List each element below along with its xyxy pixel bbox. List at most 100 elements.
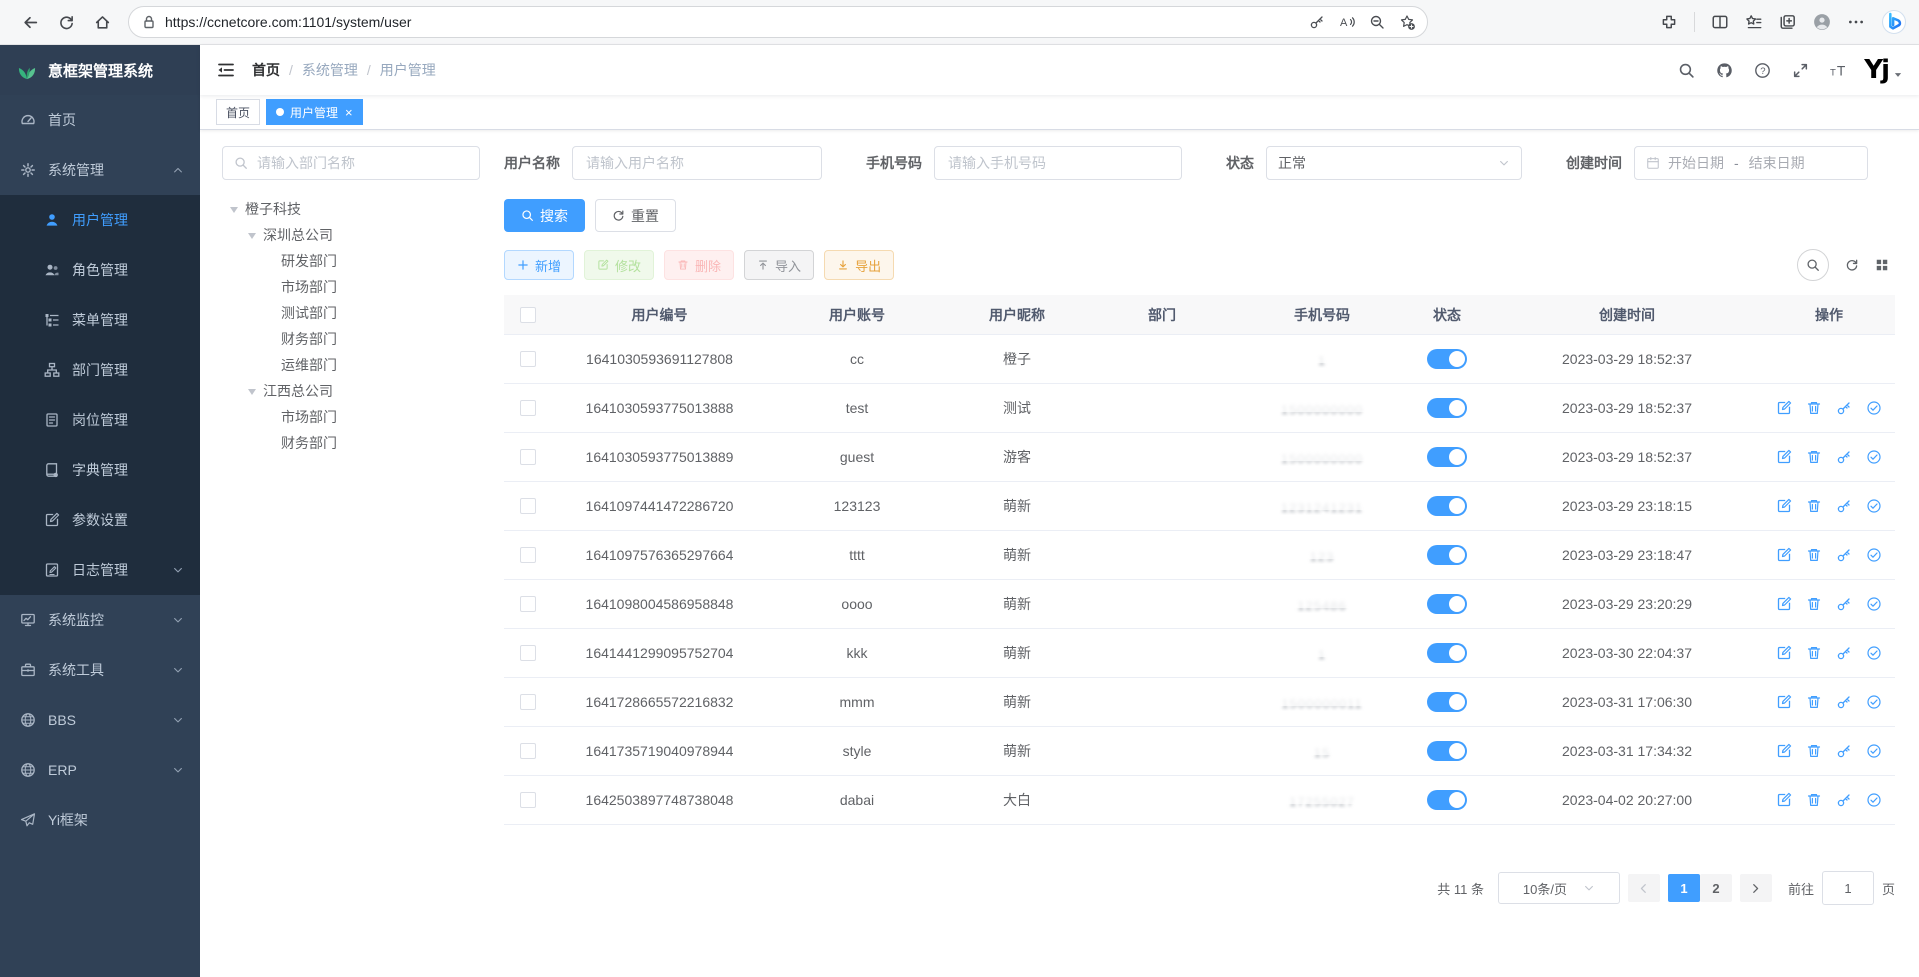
check-circle-icon[interactable]: [1866, 645, 1882, 661]
status-toggle[interactable]: [1427, 545, 1467, 565]
refresh-button[interactable]: [48, 5, 84, 39]
tree-node-财务部门[interactable]: 财务部门: [222, 326, 480, 352]
delete-icon[interactable]: [1806, 792, 1822, 808]
sidebar-item-BBS[interactable]: BBS: [0, 695, 200, 745]
edit-icon[interactable]: [1776, 694, 1792, 710]
row-checkbox[interactable]: [520, 498, 536, 514]
page-button-1[interactable]: 1: [1667, 874, 1700, 902]
edit-icon[interactable]: [1776, 400, 1792, 416]
status-toggle[interactable]: [1427, 447, 1467, 467]
lock-icon[interactable]: [141, 14, 157, 30]
row-checkbox[interactable]: [520, 400, 536, 416]
home-button[interactable]: [84, 5, 120, 39]
sidebar-item-部门管理[interactable]: 部门管理: [0, 345, 200, 395]
goto-page-input[interactable]: [1821, 871, 1874, 905]
profile-avatar-icon[interactable]: [1813, 13, 1831, 31]
row-checkbox[interactable]: [520, 694, 536, 710]
status-toggle[interactable]: [1427, 741, 1467, 761]
zoom-out-icon[interactable]: [1369, 14, 1385, 30]
delete-icon[interactable]: [1806, 547, 1822, 563]
sidebar-item-日志管理[interactable]: 日志管理: [0, 545, 200, 595]
import-button[interactable]: 导入: [744, 250, 815, 280]
star-plus-icon[interactable]: [1399, 14, 1415, 30]
sidebar-item-字典管理[interactable]: 字典管理: [0, 445, 200, 495]
status-toggle[interactable]: [1427, 349, 1467, 369]
prev-page-button[interactable]: [1627, 874, 1660, 902]
add-button[interactable]: 新增: [504, 250, 575, 280]
sidebar-item-用户管理[interactable]: 用户管理: [0, 195, 200, 245]
next-page-button[interactable]: [1739, 874, 1772, 902]
row-checkbox[interactable]: [520, 449, 536, 465]
sidebar-item-参数设置[interactable]: 参数设置: [0, 495, 200, 545]
close-icon[interactable]: ×: [345, 104, 353, 120]
key-icon[interactable]: [1836, 694, 1852, 710]
check-circle-icon[interactable]: [1866, 694, 1882, 710]
delete-icon[interactable]: [1806, 596, 1822, 612]
row-checkbox[interactable]: [520, 792, 536, 808]
sidebar-item-首页[interactable]: 首页: [0, 95, 200, 145]
read-aloud-icon[interactable]: A: [1339, 14, 1355, 30]
check-circle-icon[interactable]: [1866, 743, 1882, 759]
phone-input[interactable]: [946, 154, 1170, 172]
sidebar-item-系统工具[interactable]: 系统工具: [0, 645, 200, 695]
page-button-2[interactable]: 2: [1699, 874, 1732, 902]
delete-icon[interactable]: [1806, 400, 1822, 416]
search-button[interactable]: [1670, 54, 1702, 86]
help-button[interactable]: ?: [1746, 54, 1778, 86]
edit-icon[interactable]: [1776, 498, 1792, 514]
sidebar-item-系统管理[interactable]: 系统管理: [0, 145, 200, 195]
tree-node-市场部门[interactable]: 市场部门: [222, 404, 480, 430]
check-circle-icon[interactable]: [1866, 547, 1882, 563]
sidebar-item-角色管理[interactable]: 角色管理: [0, 245, 200, 295]
breadcrumb-item[interactable]: 首页: [252, 62, 280, 78]
refresh-table-button[interactable]: [1845, 258, 1859, 272]
export-button[interactable]: 导出: [824, 250, 895, 280]
favorites-icon[interactable]: [1745, 13, 1763, 31]
page-size-select[interactable]: 10条/页: [1497, 872, 1620, 904]
delete-icon[interactable]: [1806, 498, 1822, 514]
hamburger-icon[interactable]: [216, 60, 236, 80]
tree-node-橙子科技[interactable]: 橙子科技: [222, 196, 480, 222]
status-toggle[interactable]: [1427, 692, 1467, 712]
sidebar-item-Yi框架[interactable]: Yi框架: [0, 795, 200, 845]
check-circle-icon[interactable]: [1866, 449, 1882, 465]
toggle-search-button[interactable]: [1797, 249, 1829, 281]
sidebar-item-系统监控[interactable]: 系统监控: [0, 595, 200, 645]
edit-icon[interactable]: [1776, 743, 1792, 759]
tree-node-江西总公司[interactable]: 江西总公司: [222, 378, 480, 404]
address-bar[interactable]: https://ccnetcore.com:1101/system/user A: [128, 6, 1428, 38]
tree-node-研发部门[interactable]: 研发部门: [222, 248, 480, 274]
tree-node-深圳总公司[interactable]: 深圳总公司: [222, 222, 480, 248]
fullscreen-button[interactable]: [1784, 54, 1816, 86]
key-icon[interactable]: [1836, 449, 1852, 465]
delete-icon[interactable]: [1806, 645, 1822, 661]
key-icon[interactable]: [1836, 792, 1852, 808]
tab-用户管理[interactable]: 用户管理 ×: [266, 99, 363, 125]
tree-node-运维部门[interactable]: 运维部门: [222, 352, 480, 378]
key-icon[interactable]: [1836, 596, 1852, 612]
tab-首页[interactable]: 首页: [216, 99, 261, 125]
split-screen-icon[interactable]: [1711, 13, 1729, 31]
status-toggle[interactable]: [1427, 643, 1467, 663]
row-checkbox[interactable]: [520, 743, 536, 759]
url-text[interactable]: https://ccnetcore.com:1101/system/user: [165, 14, 412, 30]
dept-search-input[interactable]: [255, 154, 468, 172]
status-toggle[interactable]: [1427, 496, 1467, 516]
modify-button[interactable]: 修改: [584, 250, 655, 280]
key-icon[interactable]: [1836, 498, 1852, 514]
select-all-checkbox[interactable]: [520, 306, 536, 323]
date-range-picker[interactable]: 开始日期 - 结束日期: [1634, 146, 1868, 180]
extensions-icon[interactable]: [1660, 13, 1678, 31]
edit-icon[interactable]: [1776, 792, 1792, 808]
status-toggle[interactable]: [1427, 594, 1467, 614]
sidebar-item-ERP[interactable]: ERP: [0, 745, 200, 795]
edit-icon[interactable]: [1776, 449, 1792, 465]
columns-button[interactable]: [1875, 258, 1889, 272]
check-circle-icon[interactable]: [1866, 792, 1882, 808]
key-icon[interactable]: [1836, 400, 1852, 416]
edit-icon[interactable]: [1776, 596, 1792, 612]
search-button[interactable]: 搜索: [504, 199, 585, 232]
username-input[interactable]: [584, 154, 810, 172]
key-icon[interactable]: [1836, 645, 1852, 661]
